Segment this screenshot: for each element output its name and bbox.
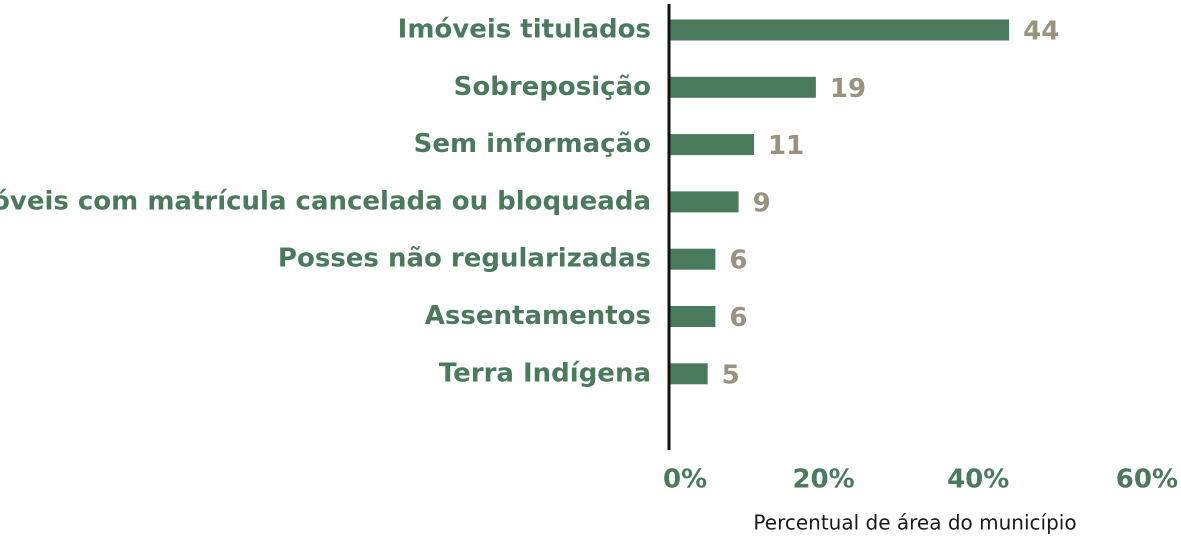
bar bbox=[669, 191, 739, 213]
data-label: 11 bbox=[768, 131, 804, 161]
bar bbox=[669, 134, 755, 156]
category-label: Sobreposição bbox=[454, 72, 651, 102]
x-tick-label: 0% bbox=[663, 465, 707, 495]
bar bbox=[669, 76, 816, 98]
category-label: Terra Indígena bbox=[439, 358, 651, 388]
x-tick-label: 20% bbox=[792, 465, 854, 495]
category-label: Posses não regularizadas bbox=[278, 244, 651, 274]
category-label: Assentamentos bbox=[425, 301, 651, 331]
data-label: 6 bbox=[729, 246, 747, 276]
category-label: Imóveis com matrícula cancelada ou bloqu… bbox=[0, 186, 651, 216]
x-tick-label: 40% bbox=[947, 465, 1009, 495]
category-label: Imóveis titulados bbox=[398, 15, 651, 45]
x-tick-labels: 0% 20% 40% 60% bbox=[663, 465, 1178, 495]
bar bbox=[669, 19, 1010, 41]
data-label: 6 bbox=[729, 303, 747, 333]
data-label: 5 bbox=[722, 360, 740, 390]
bars bbox=[669, 19, 1010, 385]
data-label: 9 bbox=[753, 188, 771, 218]
data-label: 19 bbox=[830, 74, 866, 104]
data-label: 44 bbox=[1023, 17, 1059, 47]
bar bbox=[669, 306, 716, 327]
bar bbox=[669, 363, 708, 385]
x-axis-title: Percentual de área do município bbox=[753, 511, 1076, 535]
category-label: Sem informação bbox=[414, 129, 651, 159]
category-labels: Imóveis titulados Sobreposição Sem informa… bbox=[0, 15, 651, 389]
bar bbox=[669, 248, 716, 270]
x-tick-label: 60% bbox=[1116, 465, 1178, 495]
